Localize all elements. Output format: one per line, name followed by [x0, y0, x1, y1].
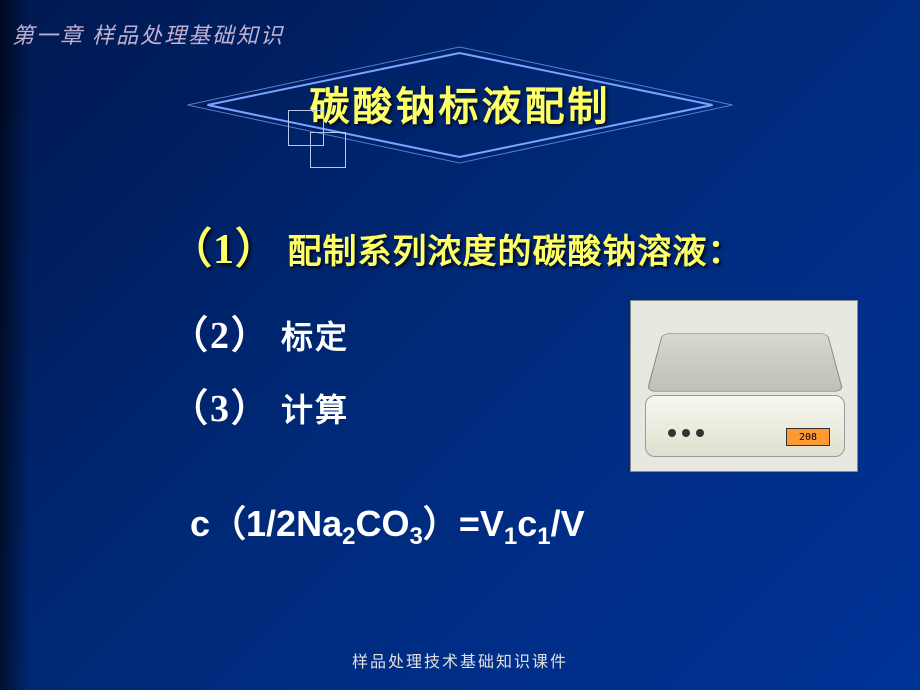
formula-sub3: 1 [504, 523, 517, 550]
scale-body: 208 [645, 395, 845, 457]
scale-display: 208 [786, 428, 830, 446]
title-banner: 碳酸钠标液配制 [150, 50, 770, 160]
item-1-num: （1） [170, 227, 278, 273]
decor-square-2 [310, 132, 346, 168]
formula-sub1: 2 [342, 523, 355, 550]
formula-sub4: 1 [537, 523, 550, 550]
left-shadow [0, 0, 30, 690]
scale-plate [647, 333, 844, 391]
scale-buttons [668, 424, 710, 442]
item-1: （1） 配制系列浓度的碳酸钠溶液： [170, 215, 870, 276]
formula: c（1/2Na2CO3）=V1c1/V [190, 495, 585, 551]
slide-title: 碳酸钠标液配制 [310, 74, 611, 132]
item-1-label: 配制系列浓度的碳酸钠溶液： [288, 234, 743, 271]
footer-text: 样品处理技术基础知识课件 [352, 648, 568, 672]
item-3-num: （3） [170, 388, 271, 430]
formula-p2: CO [355, 503, 409, 544]
item-2-label: 标定 [281, 319, 349, 355]
formula-sub2: 3 [409, 523, 422, 550]
item-2-num: （2） [170, 315, 271, 357]
formula-p4: c [517, 503, 537, 544]
formula-p3: ）=V [423, 503, 504, 544]
item-3-label: 计算 [281, 392, 349, 428]
formula-p5: /V [551, 503, 585, 544]
scale-image: 208 [630, 300, 858, 472]
formula-p1: c（1/2Na [190, 503, 342, 544]
